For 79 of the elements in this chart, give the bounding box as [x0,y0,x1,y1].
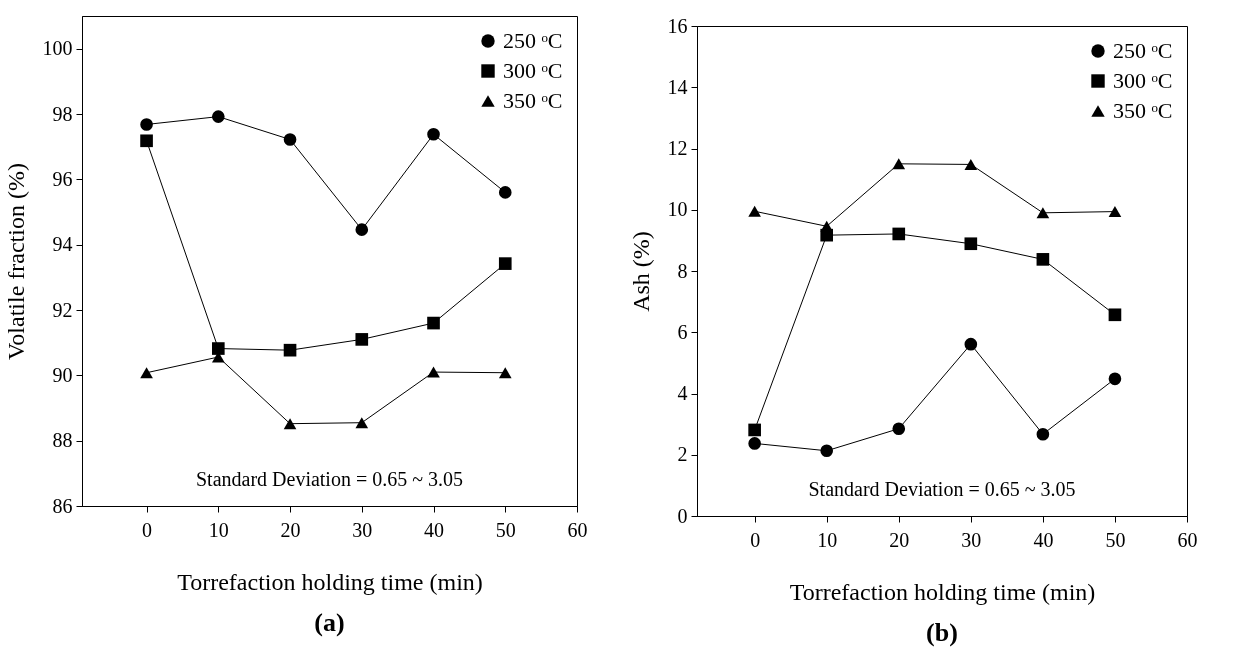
legend-label: 350 ᵒC [503,88,563,113]
legend-label: 250 ᵒC [1113,38,1173,63]
point [140,367,153,379]
point [211,342,225,355]
x-tick-label: 50 [1105,528,1126,551]
point [427,316,440,330]
y-tick-label: 90 [52,363,73,386]
point [283,418,297,430]
point [892,158,906,170]
point [1108,206,1122,218]
x-tick-label: 10 [208,518,229,541]
y-tick-label: 88 [52,429,73,452]
point [964,237,978,251]
x-tick-label: 20 [889,528,910,551]
y-tick-label: 0 [677,504,688,527]
text: (b) [926,618,958,647]
y-tick-label: 6 [677,320,688,343]
point [892,422,906,436]
y-tick-label: 94 [52,233,73,256]
y-tick-label: 86 [52,494,73,517]
x-tick-label: 40 [424,518,445,541]
y-tick-label: 10 [667,198,688,221]
legend-label: 350 ᵒC [1113,98,1173,123]
point [211,110,225,123]
x-tick-label: 60 [1177,528,1198,551]
point [498,367,512,379]
point [964,337,978,351]
point [355,223,369,236]
y-tick-label: 14 [667,75,688,98]
x-axis-title: Torrefaction holding time (min) [177,568,483,595]
annotation: Standard Deviation = 0.65 ~ 3.05 [808,478,1076,500]
point [820,220,834,232]
x-tick-label: 40 [1033,528,1054,551]
point [355,333,369,346]
point [140,118,153,131]
point [1036,207,1050,219]
y-axis-title: Volatile fraction (%) [2,163,29,360]
y-tick-label: 8 [677,259,688,282]
point [283,133,297,146]
legend-label: 250 ᵒC [503,28,563,53]
point [748,205,761,217]
point [1036,427,1050,441]
y-tick-label: 98 [52,102,73,125]
annotation: Standard Deviation = 0.65 ~ 3.05 [195,468,464,490]
point [1108,308,1122,322]
point [820,444,834,458]
point [498,186,512,199]
x-axis-title: Torrefaction holding time (min) [789,578,1096,605]
x-tick-label: 30 [961,528,982,551]
y-tick-label: 96 [52,167,73,190]
y-tick-label: 4 [677,382,688,404]
y-axis-title: Ash (%) [627,231,654,312]
point [1036,253,1050,266]
x-tick-label: 50 [495,518,516,541]
x-tick-label: 20 [280,518,301,541]
y-tick-label: 100 [42,37,73,60]
point [892,227,906,241]
point [748,423,761,437]
text: (a) [314,608,345,637]
y-tick-label: 2 [677,443,688,466]
legend-label: 300 ᵒC [1113,68,1173,93]
x-tick-label: 0 [142,518,153,541]
point [283,343,297,357]
point [748,437,761,450]
x-tick-label: 0 [750,528,761,551]
legend-label: 300 ᵒC [503,58,563,83]
point [140,134,153,148]
point [964,158,978,170]
point [427,127,440,141]
point [498,257,512,270]
x-tick-label: 10 [817,528,838,551]
y-tick-label: 92 [52,298,73,321]
point [1108,372,1122,386]
y-tick-label: 16 [667,14,688,37]
x-tick-label: 60 [567,518,588,541]
point [427,366,440,378]
x-tick-label: 30 [352,518,373,541]
y-tick-label: 12 [667,137,688,159]
point [355,417,369,429]
